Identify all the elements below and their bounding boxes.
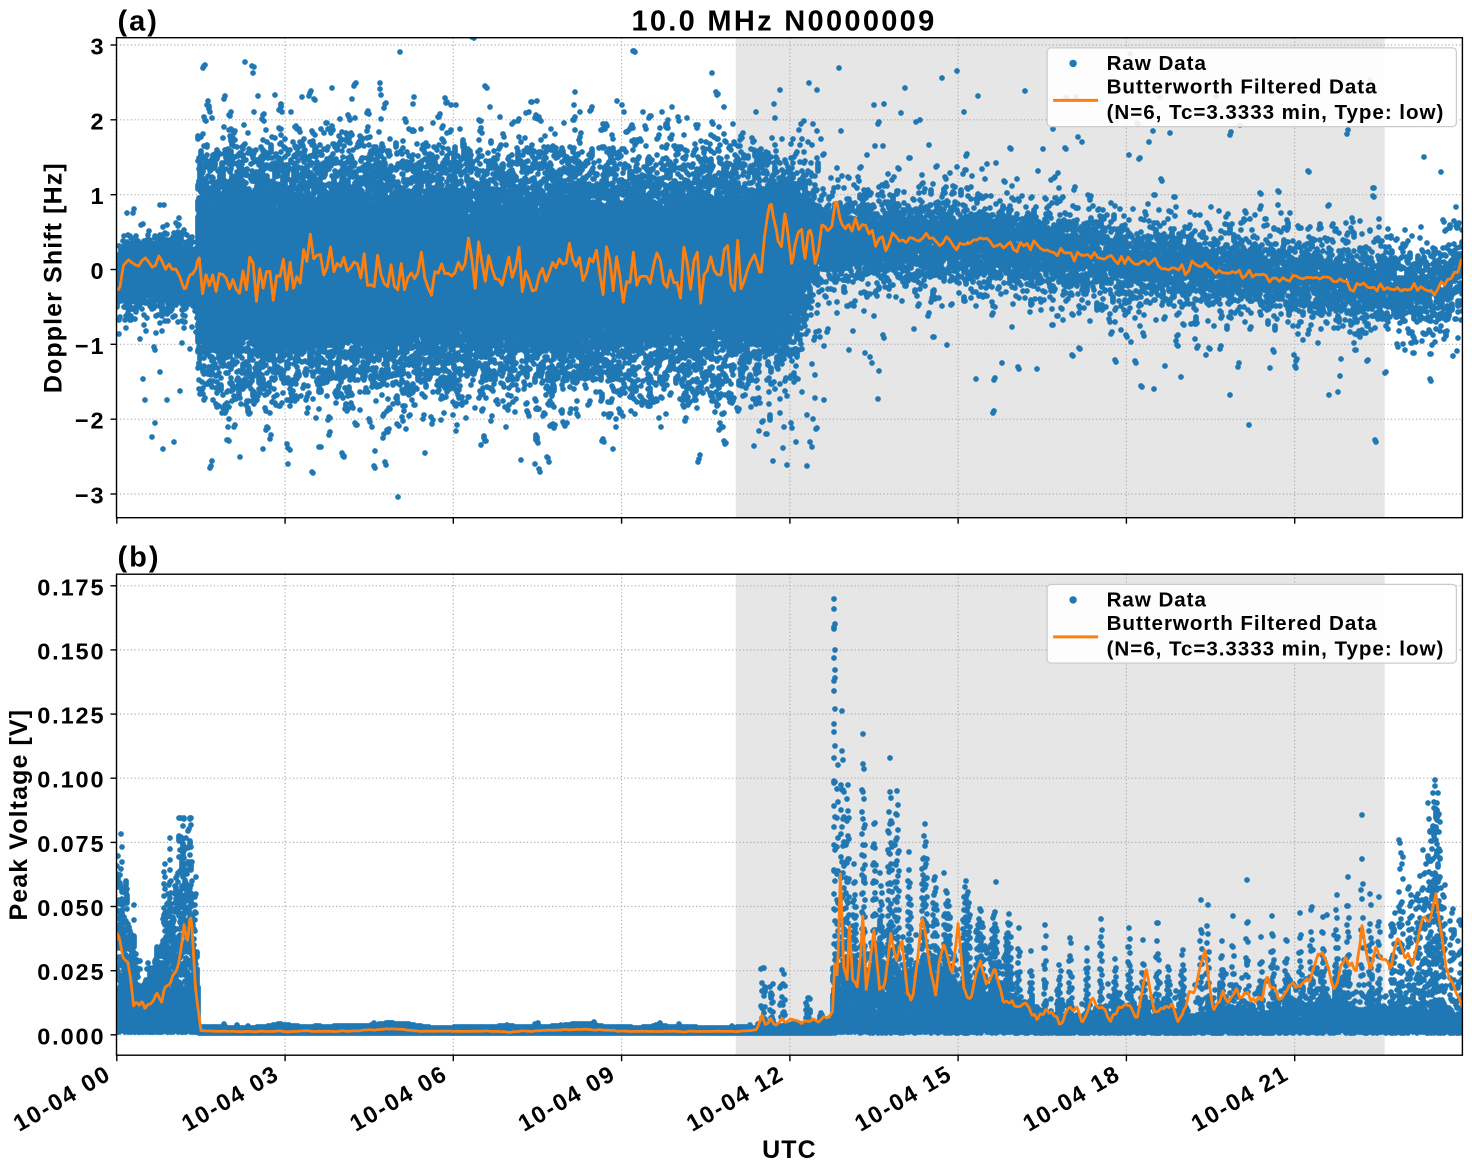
svg-text:0.050: 0.050 <box>37 895 105 921</box>
svg-text:−1: −1 <box>75 333 106 359</box>
svg-text:0.075: 0.075 <box>37 831 105 857</box>
svg-text:0.125: 0.125 <box>37 703 105 729</box>
svg-text:0: 0 <box>91 258 106 284</box>
svg-text:0.150: 0.150 <box>37 638 105 664</box>
svg-text:−2: −2 <box>75 408 106 434</box>
svg-text:(a): (a) <box>118 6 159 38</box>
svg-text:1: 1 <box>91 183 106 209</box>
svg-text:Butterworth Filtered Data: Butterworth Filtered Data <box>1107 75 1378 98</box>
svg-text:−3: −3 <box>75 483 106 509</box>
svg-text:3: 3 <box>91 34 106 60</box>
svg-text:0.025: 0.025 <box>37 959 105 985</box>
svg-text:(N=6, Tc=3.3333 min, Type: low: (N=6, Tc=3.3333 min, Type: low) <box>1107 637 1445 660</box>
svg-text:(b): (b) <box>118 542 161 574</box>
svg-text:Butterworth Filtered Data: Butterworth Filtered Data <box>1107 612 1378 635</box>
svg-text:UTC: UTC <box>762 1136 817 1164</box>
svg-text:Raw Data: Raw Data <box>1107 52 1207 75</box>
svg-text:0.000: 0.000 <box>37 1023 105 1049</box>
svg-text:Raw Data: Raw Data <box>1107 588 1207 611</box>
svg-text:(N=6, Tc=3.3333 min, Type: low: (N=6, Tc=3.3333 min, Type: low) <box>1107 101 1445 124</box>
svg-text:2: 2 <box>91 108 106 134</box>
svg-text:10.0 MHz N0000009: 10.0 MHz N0000009 <box>631 6 936 38</box>
svg-text:0.100: 0.100 <box>37 767 105 793</box>
svg-text:Doppler Shift [Hz]: Doppler Shift [Hz] <box>40 162 68 393</box>
svg-text:0.175: 0.175 <box>37 574 105 600</box>
svg-text:Peak Voltage [V]: Peak Voltage [V] <box>5 709 33 921</box>
